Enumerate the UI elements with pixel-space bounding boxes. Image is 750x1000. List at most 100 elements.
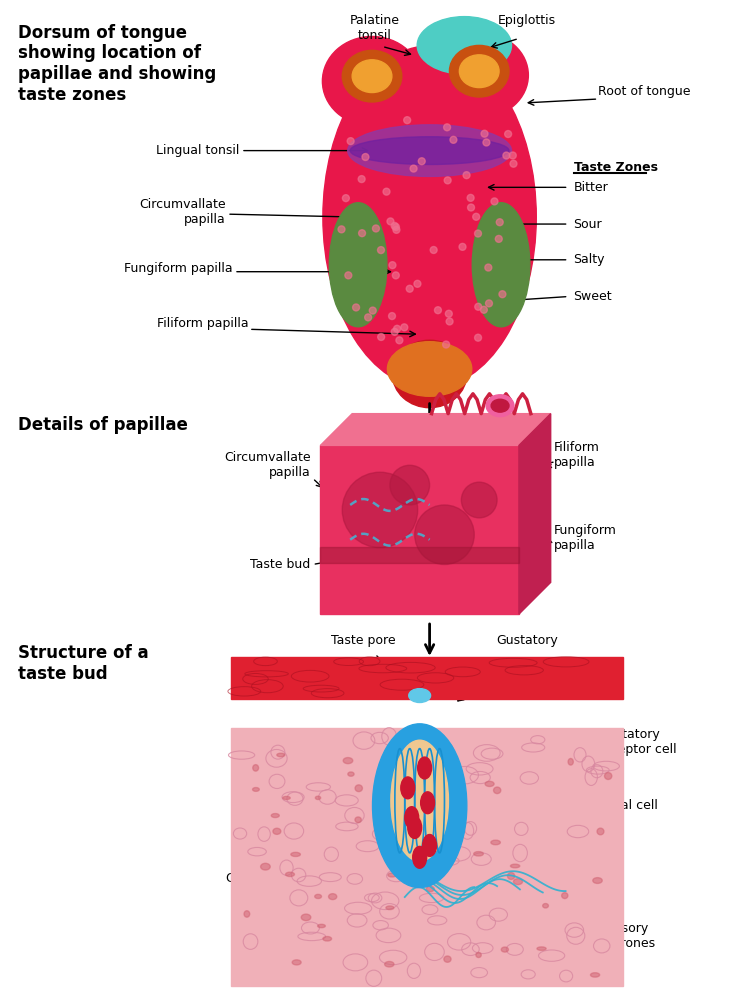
Circle shape: [392, 272, 399, 279]
Circle shape: [390, 465, 430, 505]
Ellipse shape: [253, 788, 260, 791]
Polygon shape: [231, 728, 623, 986]
Circle shape: [467, 204, 475, 211]
Ellipse shape: [604, 773, 612, 779]
Ellipse shape: [590, 973, 600, 977]
Ellipse shape: [344, 758, 352, 764]
Circle shape: [483, 139, 490, 146]
Text: Fungiform
papilla: Fungiform papilla: [554, 524, 616, 552]
Text: Epiglottis: Epiglottis: [498, 14, 556, 27]
Circle shape: [503, 152, 510, 159]
Ellipse shape: [472, 203, 530, 327]
Circle shape: [446, 310, 452, 317]
Ellipse shape: [260, 863, 270, 870]
Ellipse shape: [511, 864, 520, 868]
Polygon shape: [320, 445, 519, 614]
Ellipse shape: [286, 872, 295, 877]
Ellipse shape: [273, 828, 280, 834]
Circle shape: [443, 124, 451, 131]
Ellipse shape: [253, 765, 259, 771]
Ellipse shape: [494, 787, 501, 794]
Text: Structure of a
taste bud: Structure of a taste bud: [18, 644, 148, 683]
Circle shape: [378, 333, 385, 340]
Circle shape: [377, 247, 385, 254]
Ellipse shape: [490, 840, 500, 845]
Circle shape: [392, 222, 398, 229]
Circle shape: [450, 136, 457, 143]
Ellipse shape: [348, 772, 354, 776]
Polygon shape: [320, 547, 519, 563]
Text: Gustatory: Gustatory: [496, 634, 558, 647]
Ellipse shape: [350, 137, 509, 165]
Text: Taste pore: Taste pore: [331, 634, 395, 647]
Circle shape: [404, 117, 411, 124]
Circle shape: [414, 280, 421, 287]
Circle shape: [343, 195, 350, 202]
Circle shape: [499, 291, 506, 298]
Ellipse shape: [315, 796, 321, 800]
Ellipse shape: [514, 879, 523, 885]
Circle shape: [509, 152, 516, 159]
Ellipse shape: [501, 947, 509, 952]
Ellipse shape: [474, 852, 484, 856]
Circle shape: [510, 160, 517, 167]
Text: Lingual tonsil: Lingual tonsil: [156, 144, 239, 157]
Circle shape: [442, 341, 449, 348]
Ellipse shape: [543, 904, 548, 908]
Text: Supporting
cell: Supporting cell: [386, 946, 454, 974]
Ellipse shape: [443, 833, 450, 839]
Circle shape: [475, 303, 482, 310]
Ellipse shape: [244, 911, 250, 917]
Ellipse shape: [373, 724, 466, 888]
Ellipse shape: [459, 55, 499, 88]
Text: Circumvallate
papilla: Circumvallate papilla: [224, 451, 310, 479]
Ellipse shape: [391, 740, 448, 861]
Circle shape: [410, 165, 417, 172]
Ellipse shape: [426, 886, 434, 892]
Ellipse shape: [427, 834, 433, 840]
Ellipse shape: [403, 817, 409, 822]
Ellipse shape: [418, 757, 431, 779]
Text: Sweet: Sweet: [574, 290, 612, 303]
Ellipse shape: [485, 781, 494, 786]
Text: Stratified
squamous
epithelium: Stratified squamous epithelium: [234, 743, 301, 786]
Circle shape: [396, 337, 403, 344]
Ellipse shape: [292, 960, 302, 965]
Text: Gustatory
receptor cell: Gustatory receptor cell: [598, 728, 677, 756]
Ellipse shape: [486, 395, 514, 417]
Text: Basal cell: Basal cell: [598, 799, 658, 812]
Ellipse shape: [592, 878, 602, 883]
Text: Root of tongue: Root of tongue: [598, 85, 691, 98]
Ellipse shape: [342, 50, 402, 102]
Text: Taste bud: Taste bud: [251, 558, 310, 571]
Circle shape: [392, 328, 398, 335]
Ellipse shape: [405, 807, 418, 829]
Ellipse shape: [413, 846, 427, 868]
Ellipse shape: [317, 924, 326, 928]
Ellipse shape: [355, 785, 362, 792]
Circle shape: [461, 482, 497, 518]
Ellipse shape: [562, 893, 568, 899]
Circle shape: [338, 226, 345, 233]
Text: Filiform papilla: Filiform papilla: [158, 317, 249, 330]
Ellipse shape: [328, 894, 337, 900]
Text: Circumvallate
papilla: Circumvallate papilla: [140, 198, 226, 226]
Circle shape: [467, 194, 474, 201]
Ellipse shape: [272, 814, 279, 818]
Ellipse shape: [476, 952, 482, 958]
Circle shape: [387, 218, 394, 225]
Circle shape: [496, 219, 503, 226]
Ellipse shape: [392, 340, 466, 408]
Circle shape: [430, 247, 437, 253]
Circle shape: [475, 230, 482, 237]
Ellipse shape: [352, 60, 392, 93]
Circle shape: [406, 285, 413, 292]
Circle shape: [342, 472, 418, 548]
Ellipse shape: [385, 961, 394, 967]
Ellipse shape: [417, 17, 512, 74]
Ellipse shape: [329, 203, 387, 327]
Circle shape: [373, 225, 380, 232]
Circle shape: [485, 300, 493, 307]
Ellipse shape: [421, 792, 434, 814]
Ellipse shape: [322, 36, 422, 126]
